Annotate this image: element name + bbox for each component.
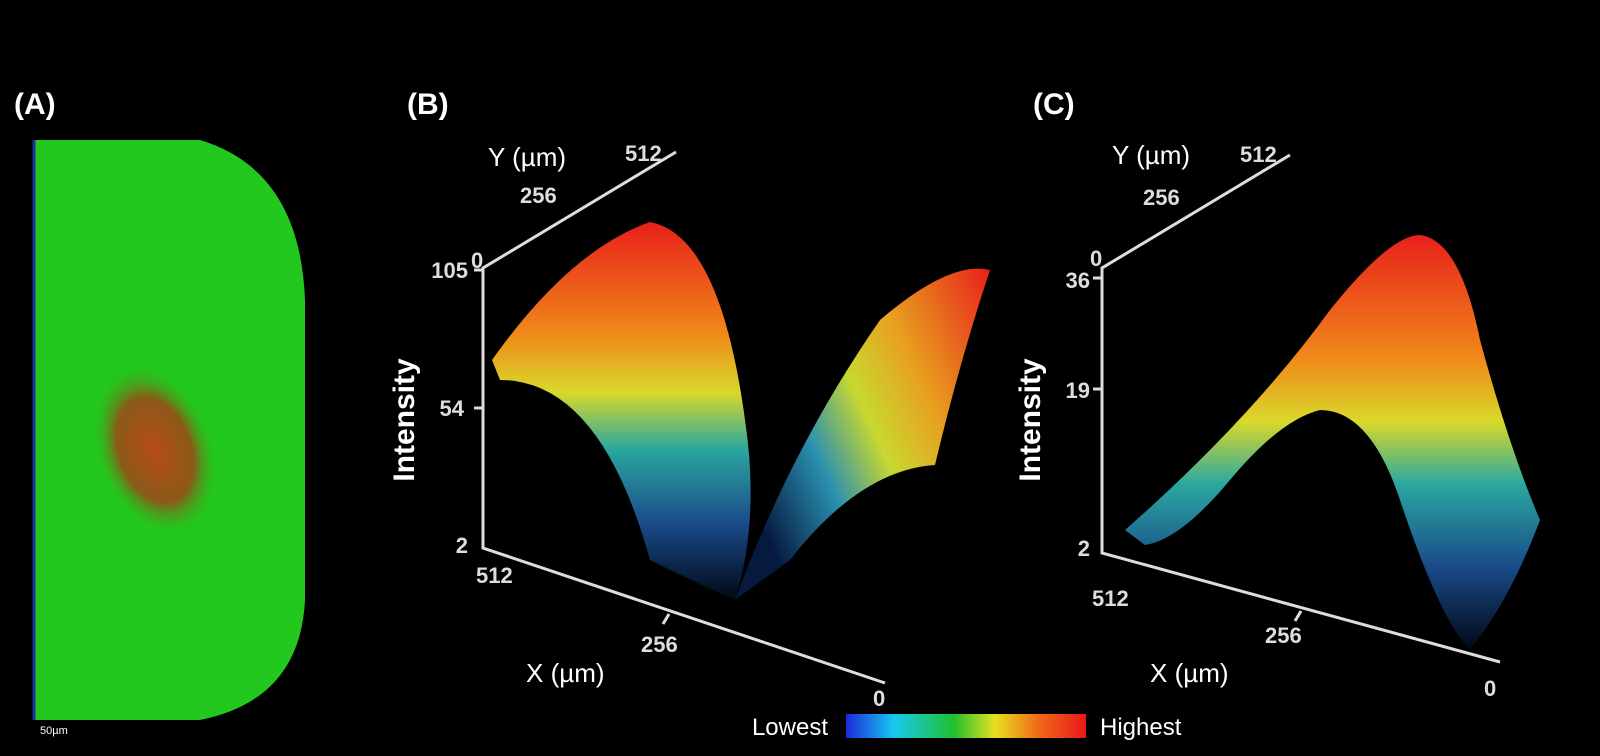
tick-label: 512 [1240,142,1277,167]
axis-title: Intensity [388,358,421,482]
axis-lines [1100,153,1501,664]
tick-label: 512 [476,563,513,588]
tick-label: 36 [1066,268,1090,293]
tick-label: 256 [1143,185,1180,210]
surface [1125,235,1540,650]
tick-label: 512 [1092,586,1129,611]
tick-label: 19 [1066,378,1090,403]
axis-title: Y (µm) [1112,140,1190,170]
colorbar-high-label: Highest [1100,714,1182,741]
tick-label: 0 [1484,676,1496,701]
tick-label: 54 [440,396,465,421]
scale-bar-label: 50µm [40,725,68,737]
tick-label: 2 [1078,536,1090,561]
colorbar [846,714,1086,738]
axis-title: X (µm) [526,658,605,688]
tick-label: 0 [1090,246,1102,271]
panel-label: (B) [407,88,449,121]
tick [1293,610,1303,622]
panel-label: (C) [1033,88,1075,121]
tick-label: 256 [1265,623,1302,648]
axis-title: Y (µm) [488,142,566,172]
tick [661,613,671,625]
panel-label: (A) [14,88,56,121]
axis-title: X (µm) [1150,658,1229,688]
tick-label: 256 [520,183,557,208]
tick-label: 512 [625,141,662,166]
tick-label: 0 [471,248,483,273]
tick-label: 2 [456,533,468,558]
tick-label: 105 [431,258,468,283]
colorbar-low-label: Lowest [752,714,828,741]
tick-label: 256 [641,632,678,657]
surface [492,222,751,600]
tick-label: 0 [873,686,885,711]
axis-title: Intensity [1014,358,1047,482]
red-region [90,362,220,538]
surface [735,268,990,600]
